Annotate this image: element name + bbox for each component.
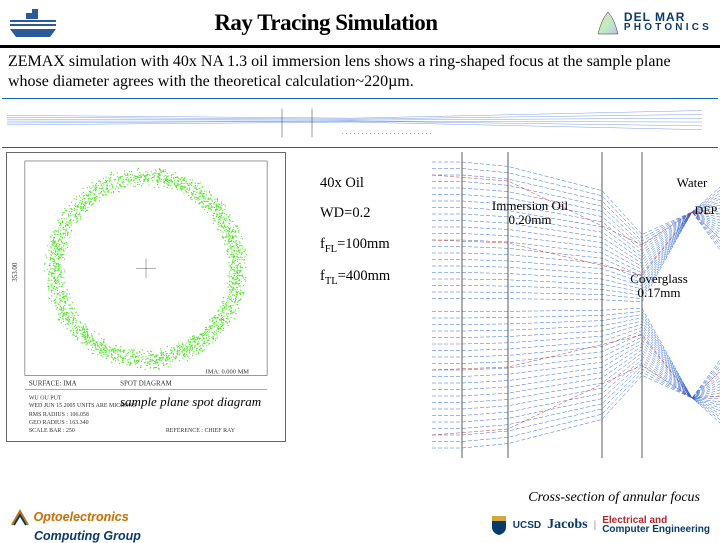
slide-header: Ray Tracing Simulation DEL MAR PHOTONICS [0, 0, 720, 48]
ship-logo [8, 5, 58, 41]
slide-description: ZEMAX simulation with 40x NA 1.3 oil imm… [0, 48, 720, 98]
lens-params: 40x Oil WD=0.2 fFL=100mm fTL=400mm [320, 168, 430, 293]
ray-cross-section [432, 152, 720, 458]
ucsd-shield-icon [491, 515, 507, 535]
legend-l4: SCALE BAR : 250 [29, 428, 75, 434]
ima-label: IMA: 0.000 MM [206, 368, 250, 375]
legend-l0: WU OU PUT [29, 395, 62, 401]
ring-spot [44, 168, 247, 370]
slide-footer: Optoelectronics Computing Group UCSD Jac… [0, 510, 720, 540]
param-ftl: fTL=400mm [320, 261, 430, 293]
delmar-sub: PHOTONICS [624, 23, 712, 33]
ucsd-affiliation: UCSD Jacobs | Electrical and Computer En… [491, 515, 710, 535]
beam-profile-strip [2, 98, 718, 148]
spot-header: SPOT DIAGRAM [120, 379, 172, 387]
label-immersion: Immersion Oil 0.20mm [485, 199, 575, 226]
axis-label: 353.00 [11, 262, 19, 282]
legend-l2: RMS RADIUS : 106.058 [29, 412, 89, 418]
group-name: Optoelectronics Computing Group [10, 507, 141, 543]
slide-title: Ray Tracing Simulation [214, 10, 437, 36]
param-objective: 40x Oil [320, 168, 430, 198]
cross-caption: Cross-section of annular focus [528, 490, 700, 506]
label-cover: Coverglass 0.17mm [620, 272, 698, 299]
spot-caption: sample plane spot diagram [120, 394, 261, 410]
legend-l3: GEO RADIUS : 163.340 [29, 420, 89, 426]
label-depth: DEP [686, 204, 720, 217]
label-water: Water [668, 176, 716, 190]
legend-l5: REFERENCE : CHIEF RAY [166, 428, 236, 434]
param-ffl: fFL=100mm [320, 229, 430, 261]
surface-label: SURFACE: IMA [29, 379, 77, 387]
main-content: 353.00 IMA: 0.000 MM SURFACE: IMA SPOT D… [0, 152, 720, 482]
param-wd: WD=0.2 [320, 198, 430, 228]
delmar-logo: DEL MAR PHOTONICS [594, 8, 712, 38]
